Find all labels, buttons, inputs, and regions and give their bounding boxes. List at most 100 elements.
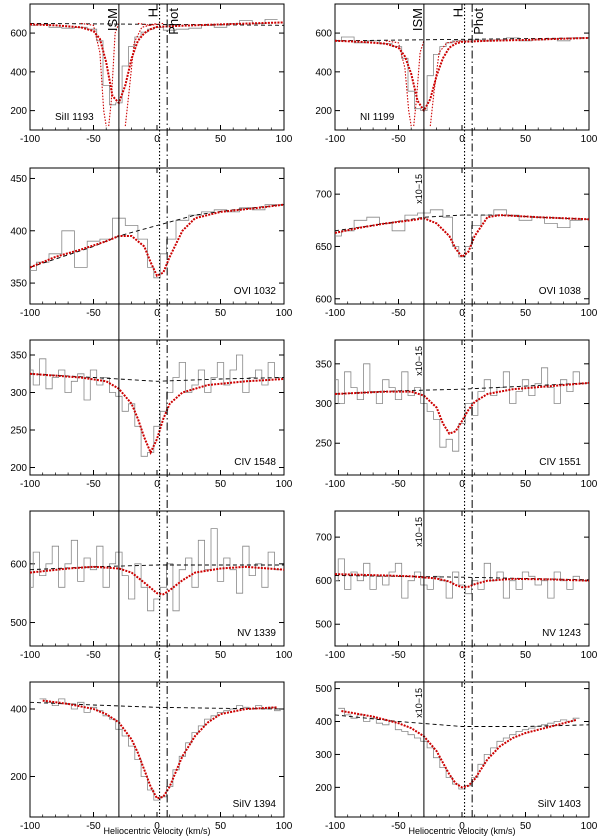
- phot-label: Phot: [471, 8, 486, 35]
- x-tick-label: 0: [459, 650, 465, 661]
- x-tick-label: -50: [391, 479, 406, 490]
- y-tick-label: 250: [315, 439, 332, 450]
- x-tick-label: 0: [154, 308, 160, 319]
- x-tick-label: 100: [581, 650, 598, 661]
- observed-spectrum: [335, 558, 586, 599]
- panel-2: -100 -50 0 50 100 200 400 600 NI 1199: [315, 3, 598, 145]
- x-tick-label: -100: [325, 821, 345, 832]
- x-tick-label: -50: [86, 479, 101, 490]
- x-tick-label: 100: [276, 650, 293, 661]
- observed-spectrum: [335, 363, 586, 452]
- y-tick-label: 350: [315, 359, 332, 370]
- observed-spectrum: [39, 698, 281, 801]
- ism-label: ISM: [105, 8, 120, 31]
- continuum-line: [30, 204, 284, 268]
- y-tick-label: 500: [315, 620, 332, 631]
- panel-1: -100 -50 0 50 100 200 400 600 SiII 1193: [10, 3, 293, 145]
- scale-label: x10−15: [414, 346, 424, 376]
- panel-label: OVI 1038: [539, 286, 582, 297]
- y-tick-label: 600: [10, 29, 27, 40]
- scale-label: x10−15: [414, 174, 424, 204]
- x-tick-label: -100: [20, 821, 40, 832]
- y-tick-label: 400: [10, 67, 27, 78]
- x-tick-label: 50: [520, 479, 532, 490]
- panel-frame: [334, 339, 590, 476]
- velocity-markers-col2: ISM H Phot: [410, 4, 486, 817]
- y-tick-label: 600: [315, 294, 332, 305]
- plot-area: [335, 36, 589, 127]
- scale-label: x10−15: [414, 688, 424, 718]
- y-tick-label: 200: [315, 783, 332, 794]
- plot-area: [335, 707, 589, 790]
- y-tick-label: 200: [10, 106, 27, 117]
- scale-label: x10−15: [414, 517, 424, 547]
- h-label: H: [146, 8, 161, 17]
- model-fit: [30, 372, 284, 455]
- x-tick-label: 0: [154, 650, 160, 661]
- plot-area: [30, 354, 284, 457]
- component-fit: [429, 40, 463, 127]
- x-tick-label: 50: [215, 308, 227, 319]
- observed-spectrum: [30, 204, 278, 279]
- continuum-line: [335, 382, 589, 395]
- model-fit: [30, 203, 284, 278]
- y-tick-label: 450: [10, 174, 27, 185]
- x-tick-label: -50: [391, 134, 406, 145]
- component-fit: [137, 22, 164, 26]
- model-fit: [335, 381, 589, 435]
- component-fit: [108, 23, 120, 127]
- plot-area: [30, 19, 284, 127]
- panel-label: OVI 1032: [234, 286, 277, 297]
- observed-spectrum: [30, 354, 281, 457]
- x-tick-label: -100: [20, 308, 40, 319]
- y-tick-label: 200: [10, 463, 27, 474]
- phot-label: Phot: [166, 8, 181, 35]
- observed-spectrum: [338, 707, 580, 790]
- y-tick-label: 400: [10, 705, 27, 716]
- panel-label: SiIV 1403: [538, 799, 582, 810]
- y-tick-label: 200: [315, 106, 332, 117]
- x-tick-label: -100: [325, 650, 345, 661]
- panel-label: NV 1339: [237, 628, 276, 639]
- y-tick-label: 200: [10, 772, 27, 783]
- x-tick-label: -100: [325, 134, 345, 145]
- continuum-line: [335, 714, 589, 727]
- model-fit: [341, 710, 577, 789]
- plot-area: [30, 203, 284, 279]
- panel-5: -100 -50 0 50 100 200 250 300 350 CIV 1548: [10, 339, 293, 490]
- panel-label: SiIV 1394: [233, 799, 277, 810]
- x-tick-label: -100: [20, 479, 40, 490]
- x-tick-label: -100: [325, 479, 345, 490]
- panel-frame: [334, 681, 590, 818]
- x-tick-label: 50: [215, 650, 227, 661]
- panel-label: NV 1243: [542, 628, 581, 639]
- y-tick-label: 600: [315, 576, 332, 587]
- plot-area: [30, 698, 284, 801]
- x-tick-label: 0: [459, 479, 465, 490]
- x-tick-label: -50: [86, 308, 101, 319]
- observed-spectrum: [335, 36, 583, 111]
- observed-spectrum: [30, 528, 281, 612]
- x-tick-label: 50: [520, 308, 532, 319]
- panel-10: -100 -50 0 50 100 200 300 400 500 SiIV 1403 x10−15: [315, 681, 598, 832]
- x-tick-label: 50: [520, 821, 532, 832]
- y-tick-label: 650: [315, 242, 332, 253]
- x-axis-label: Heliocentric velocity (km/s): [103, 826, 210, 836]
- x-tick-label: -100: [20, 650, 40, 661]
- continuum-line: [335, 37, 589, 42]
- continuum-line: [30, 373, 284, 382]
- x-tick-label: 50: [215, 134, 227, 145]
- panel-7: -100 -50 0 50 100 500 600 NV 1339: [10, 510, 293, 661]
- y-tick-label: 400: [10, 226, 27, 237]
- x-tick-label: 100: [581, 134, 598, 145]
- x-tick-label: -100: [325, 308, 345, 319]
- component-fit: [124, 22, 158, 127]
- panel-label: NI 1199: [360, 112, 395, 123]
- plot-area: [335, 209, 589, 259]
- plot-area: [335, 558, 589, 599]
- panel-frame: [334, 167, 590, 305]
- h-label: H: [451, 8, 466, 17]
- plot-area: [335, 363, 589, 452]
- y-tick-label: 400: [315, 717, 332, 728]
